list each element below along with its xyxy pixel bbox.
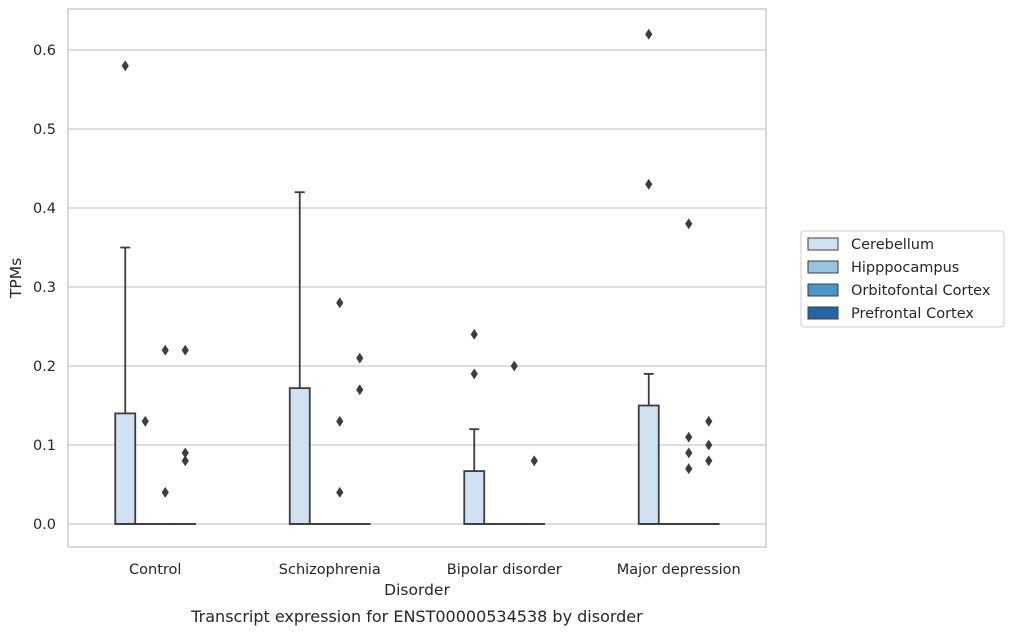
box-plot-cerebellum — [463, 329, 486, 525]
outlier-point — [356, 352, 364, 364]
x-tick-label: Major depression — [617, 562, 741, 578]
outlier-point — [645, 178, 653, 190]
outlier-point — [181, 455, 189, 467]
outlier-point — [336, 415, 344, 427]
outlier-point — [705, 455, 713, 467]
outlier-point — [121, 60, 129, 72]
box-plot-prefrontal-cortex — [523, 455, 546, 525]
y-tick-label: 0.3 — [33, 280, 56, 296]
y-tick-label: 0.2 — [33, 359, 56, 375]
y-tick-label: 0.1 — [33, 438, 56, 454]
legend-items: Cerebellum Hipppocampus Orbitofontal Corte… — [807, 237, 991, 322]
outlier-point — [141, 415, 149, 427]
legend: Cerebellum Hipppocampus Orbitofontal Corte… — [800, 230, 1005, 328]
box-plot-prefrontal-cortex — [697, 415, 720, 525]
outlier-point — [685, 431, 693, 443]
plot-frame — [67, 8, 767, 548]
outlier-point — [705, 415, 713, 427]
legend-frame — [800, 230, 1005, 328]
chart-caption: Transcript expression for ENST0000053453… — [190, 607, 643, 626]
legend-swatch — [807, 237, 839, 251]
outlier-point — [685, 218, 693, 230]
outlier-point — [181, 447, 189, 459]
legend-label: Orbitofontal Cortex — [851, 283, 991, 299]
y-tick-labels: 0.0 0.1 0.2 0.3 0.4 0.5 0.6 — [33, 43, 56, 533]
legend-label: Cerebellum — [851, 237, 934, 253]
box — [114, 412, 137, 525]
box-plot-hipppocampus — [134, 415, 157, 525]
box-plot-orbitofontal-cortex — [677, 218, 700, 525]
outlier-point — [685, 463, 693, 475]
outlier-point — [336, 297, 344, 309]
box-plot-cerebellum — [637, 28, 660, 525]
grid-lines — [68, 49, 766, 525]
box-plot-prefrontal-cortex — [174, 344, 197, 525]
legend-label: Prefrontal Cortex — [851, 306, 974, 322]
x-tick-label: Bipolar disorder — [447, 562, 562, 578]
outlier-point — [705, 439, 713, 451]
y-tick-label: 0.4 — [33, 201, 56, 217]
outlier-point — [530, 455, 538, 467]
box-plots — [114, 28, 720, 525]
y-axis-label: TPMs — [7, 258, 25, 299]
box-plot-cerebellum — [288, 191, 311, 525]
outlier-point — [356, 384, 364, 396]
legend-swatch — [807, 283, 839, 297]
outlier-point — [470, 368, 478, 380]
x-tick-labels: Control Schizophrenia Bipolar disorder Majo… — [129, 562, 741, 578]
y-tick-label: 0.0 — [33, 517, 56, 533]
x-tick-label: Schizophrenia — [279, 562, 381, 578]
y-tick-label: 0.6 — [33, 43, 56, 59]
outlier-point — [470, 329, 478, 340]
legend-label: Hipppocampus — [851, 260, 959, 276]
x-axis-label: Disorder — [384, 581, 450, 599]
box-plot-cerebellum — [114, 60, 137, 525]
box-plot-orbitofontal-cortex — [154, 344, 177, 525]
box-plot-orbitofontal-cortex — [328, 297, 351, 525]
box — [463, 470, 486, 525]
box-plot-prefrontal-cortex — [348, 352, 371, 525]
outlier-point — [161, 487, 169, 498]
outlier-point — [510, 360, 518, 372]
box — [637, 404, 660, 525]
outlier-point — [645, 28, 653, 40]
box-plot-orbitofontal-cortex — [503, 360, 526, 525]
outlier-point — [685, 447, 693, 459]
y-tick-label: 0.5 — [33, 122, 56, 138]
outlier-point — [161, 344, 169, 356]
outlier-point — [181, 344, 189, 356]
x-tick-label: Control — [129, 562, 181, 578]
outlier-point — [336, 487, 344, 498]
legend-swatch — [807, 260, 839, 274]
box — [288, 387, 311, 525]
legend-swatch — [807, 306, 839, 320]
